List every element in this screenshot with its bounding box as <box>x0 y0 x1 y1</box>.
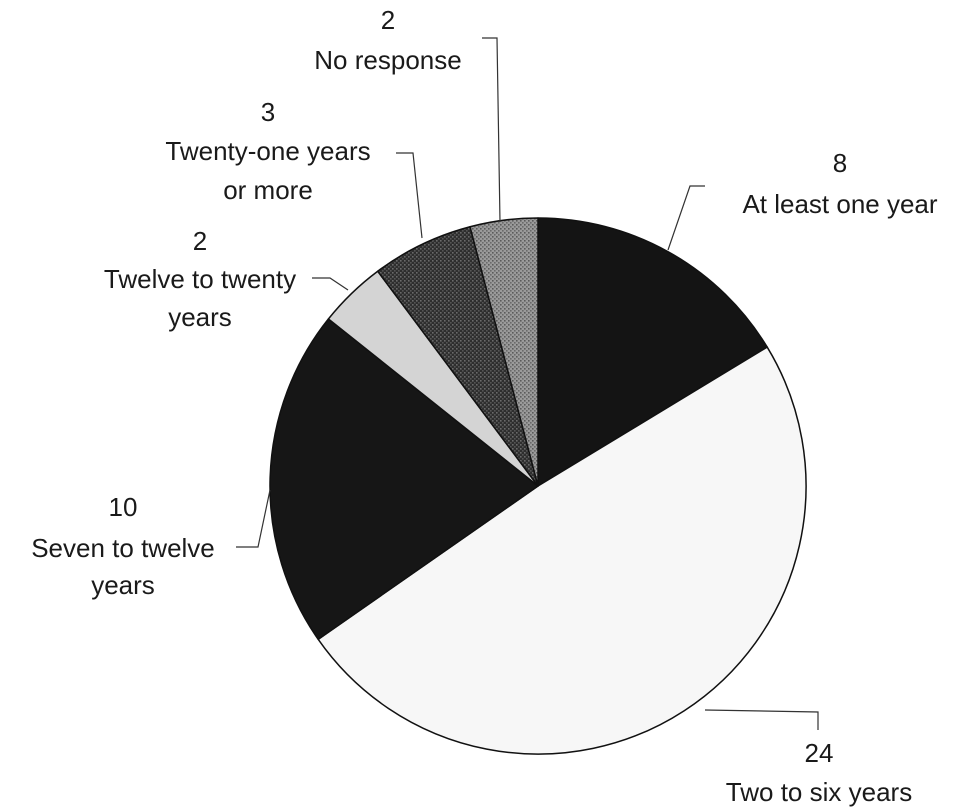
leader-lines <box>236 37 819 730</box>
slice-value-label: 24 <box>805 738 834 768</box>
leader-line <box>704 709 819 730</box>
leader-line <box>667 185 705 251</box>
slice-name-label: years <box>168 302 232 332</box>
slice-name-label: No response <box>314 45 461 75</box>
slice-name-label: At least one year <box>742 189 937 219</box>
slice-name-label: years <box>91 570 155 600</box>
pie-slice <box>537 217 768 487</box>
slice-value-label: 10 <box>109 492 138 522</box>
slice-name-label: Twenty-one years <box>165 136 370 166</box>
slice-name-label: or more <box>223 175 313 205</box>
pie-slice <box>269 318 539 641</box>
pie-slices <box>269 217 807 755</box>
leader-line <box>312 277 349 291</box>
pie-slice <box>317 346 807 755</box>
slice-name-label: Two to six years <box>726 777 912 807</box>
leader-line <box>396 152 423 239</box>
slice-name-label: Twelve to twenty <box>104 264 296 294</box>
leader-line <box>482 37 501 223</box>
slice-value-label: 3 <box>261 97 275 127</box>
slice-value-label: 8 <box>833 148 847 178</box>
slice-name-label: Seven to twelve <box>31 533 215 563</box>
leader-line <box>236 489 271 548</box>
slice-value-label: 2 <box>193 226 207 256</box>
pie-slice <box>469 217 539 487</box>
slice-value-label: 2 <box>381 5 395 35</box>
